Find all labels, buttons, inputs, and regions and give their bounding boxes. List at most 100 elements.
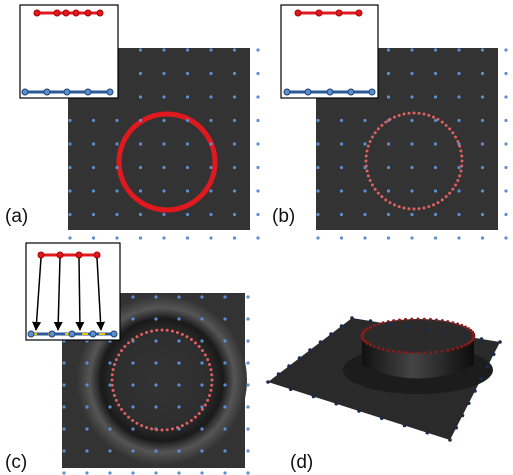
node — [369, 89, 375, 95]
curve-dot — [161, 329, 164, 332]
curve-dot — [140, 333, 143, 336]
curve-dot — [369, 325, 372, 328]
curve-dot — [384, 198, 387, 201]
grid-dot — [108, 427, 111, 430]
grid-dot — [186, 213, 189, 216]
grid-dot — [62, 449, 65, 452]
grid-dot — [434, 189, 437, 192]
node — [85, 10, 91, 16]
grid-dot — [256, 189, 259, 192]
curve-dot — [176, 426, 179, 429]
grid-dot — [387, 72, 390, 75]
grid-dot — [481, 166, 484, 169]
grid-dot — [209, 119, 212, 122]
curve-dot — [422, 206, 425, 209]
curve-dot — [451, 188, 454, 191]
curve-dot — [446, 320, 449, 323]
curve-dot — [155, 329, 158, 332]
grid-dot — [434, 236, 437, 239]
grid-dot — [256, 166, 259, 169]
grid-dot — [177, 383, 180, 386]
grid-dot — [139, 189, 142, 192]
grid-dot — [200, 471, 203, 474]
grid-dot — [246, 383, 249, 386]
curve-dot — [441, 198, 444, 201]
curve-dot — [441, 350, 444, 353]
grid-dot — [473, 389, 477, 393]
grid-dot — [481, 213, 484, 216]
grid-dot — [223, 317, 226, 320]
grid-dot — [457, 236, 460, 239]
inset-frame — [20, 5, 118, 98]
grid-dot — [131, 383, 134, 386]
curve-dot — [398, 351, 401, 354]
grid-dot — [85, 383, 88, 386]
curve-dot — [366, 150, 369, 153]
grid-dot — [406, 325, 410, 329]
curve-dot — [393, 203, 396, 206]
curve-dot — [111, 373, 114, 376]
grid-dot — [154, 449, 157, 452]
curve-dot — [115, 399, 118, 402]
grid-dot — [92, 213, 95, 216]
curve-dot — [464, 325, 467, 328]
grid-dot — [481, 48, 484, 51]
node — [73, 10, 79, 16]
grid-dot — [434, 95, 437, 98]
curve-dot — [111, 384, 114, 387]
curve-dot — [204, 404, 207, 407]
grid-dot — [139, 48, 142, 51]
grid-dot — [115, 119, 118, 122]
grid-dot — [403, 424, 407, 428]
grid-dot — [62, 361, 65, 364]
curve-dot — [437, 118, 440, 121]
grid-dot — [186, 166, 189, 169]
grid-dot — [131, 295, 134, 298]
grid-dot — [233, 95, 236, 98]
grid-dot — [340, 189, 343, 192]
curve-dot — [145, 426, 148, 429]
curve-dot — [441, 121, 444, 124]
inset-a — [20, 5, 118, 98]
curve-dot — [377, 127, 380, 130]
grid-dot — [209, 213, 212, 216]
node — [54, 10, 60, 16]
curve-dot — [417, 352, 420, 355]
curve-dot — [210, 373, 213, 376]
curve-dot — [451, 131, 454, 134]
grid-dot — [387, 236, 390, 239]
grid-dot — [139, 236, 142, 239]
curve-dot — [369, 140, 372, 143]
grid-dot — [340, 119, 343, 122]
curve-dot — [186, 335, 189, 338]
curve-dot — [467, 327, 470, 330]
grid-dot — [68, 166, 71, 169]
grid-dot — [186, 119, 189, 122]
curve-dot — [194, 341, 197, 344]
grid-dot — [434, 166, 437, 169]
node — [107, 89, 113, 95]
node — [49, 331, 55, 337]
curve-dot — [373, 324, 376, 327]
grid-dot — [162, 119, 165, 122]
grid-dot — [246, 449, 249, 452]
grid-dot — [92, 189, 95, 192]
grid-dot — [316, 236, 319, 239]
grid-dot — [162, 166, 165, 169]
curve-dot — [371, 184, 374, 187]
grid-dot — [162, 213, 165, 216]
node — [38, 252, 44, 258]
curve-dot — [387, 349, 390, 352]
grid-dot — [62, 471, 65, 474]
grid-dot — [177, 405, 180, 408]
grid-dot — [410, 72, 413, 75]
grid-dot — [410, 166, 413, 169]
grid-dot — [256, 72, 259, 75]
curve-dot — [366, 169, 369, 172]
curve-dot — [423, 318, 426, 321]
curve-dot — [365, 160, 368, 163]
grid-dot — [108, 449, 111, 452]
grid-dot — [363, 119, 366, 122]
curve-dot — [369, 179, 372, 182]
node — [327, 89, 333, 95]
